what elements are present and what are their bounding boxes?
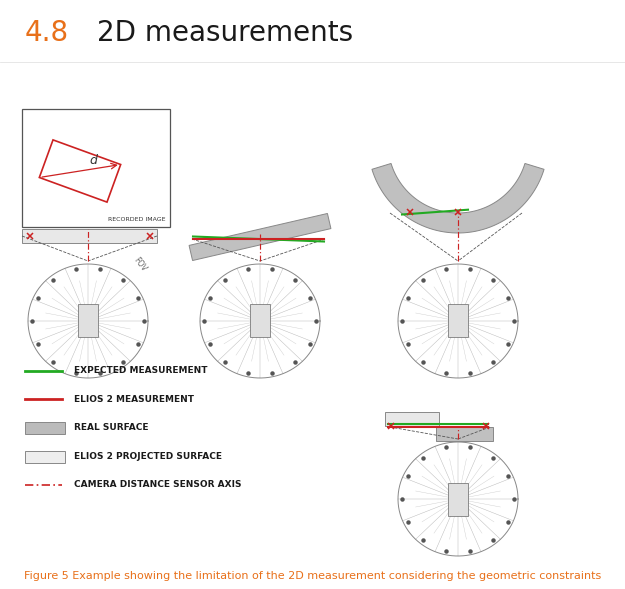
Bar [22, 109, 170, 227]
Text: ELIOS 2 PROJECTED SURFACE: ELIOS 2 PROJECTED SURFACE [74, 452, 222, 461]
Polygon shape [372, 164, 544, 233]
Bar [448, 482, 468, 515]
Text: CAMERA DISTANCE SENSOR AXIS: CAMERA DISTANCE SENSOR AXIS [74, 481, 241, 489]
Bar [25, 451, 65, 462]
Text: 2D measurements: 2D measurements [97, 19, 353, 48]
Bar [436, 427, 493, 441]
Bar [78, 305, 98, 337]
Text: d: d [89, 154, 97, 167]
Text: EXPECTED MEASUREMENT: EXPECTED MEASUREMENT [74, 366, 208, 376]
Bar [25, 422, 65, 434]
Text: REAL SURFACE: REAL SURFACE [74, 423, 149, 432]
Bar [385, 412, 439, 426]
Bar [251, 305, 269, 337]
Text: ELIOS 2 MEASUREMENT: ELIOS 2 MEASUREMENT [74, 395, 194, 404]
Text: 4.8: 4.8 [25, 19, 69, 48]
Bar [22, 229, 157, 243]
Text: Figure 5 Example showing the limitation of the 2D measurement considering the ge: Figure 5 Example showing the limitation … [24, 571, 601, 581]
Text: RECORDED IMAGE: RECORDED IMAGE [107, 217, 165, 222]
Text: FOV: FOV [132, 256, 149, 273]
Bar [448, 305, 468, 337]
Polygon shape [189, 213, 331, 260]
